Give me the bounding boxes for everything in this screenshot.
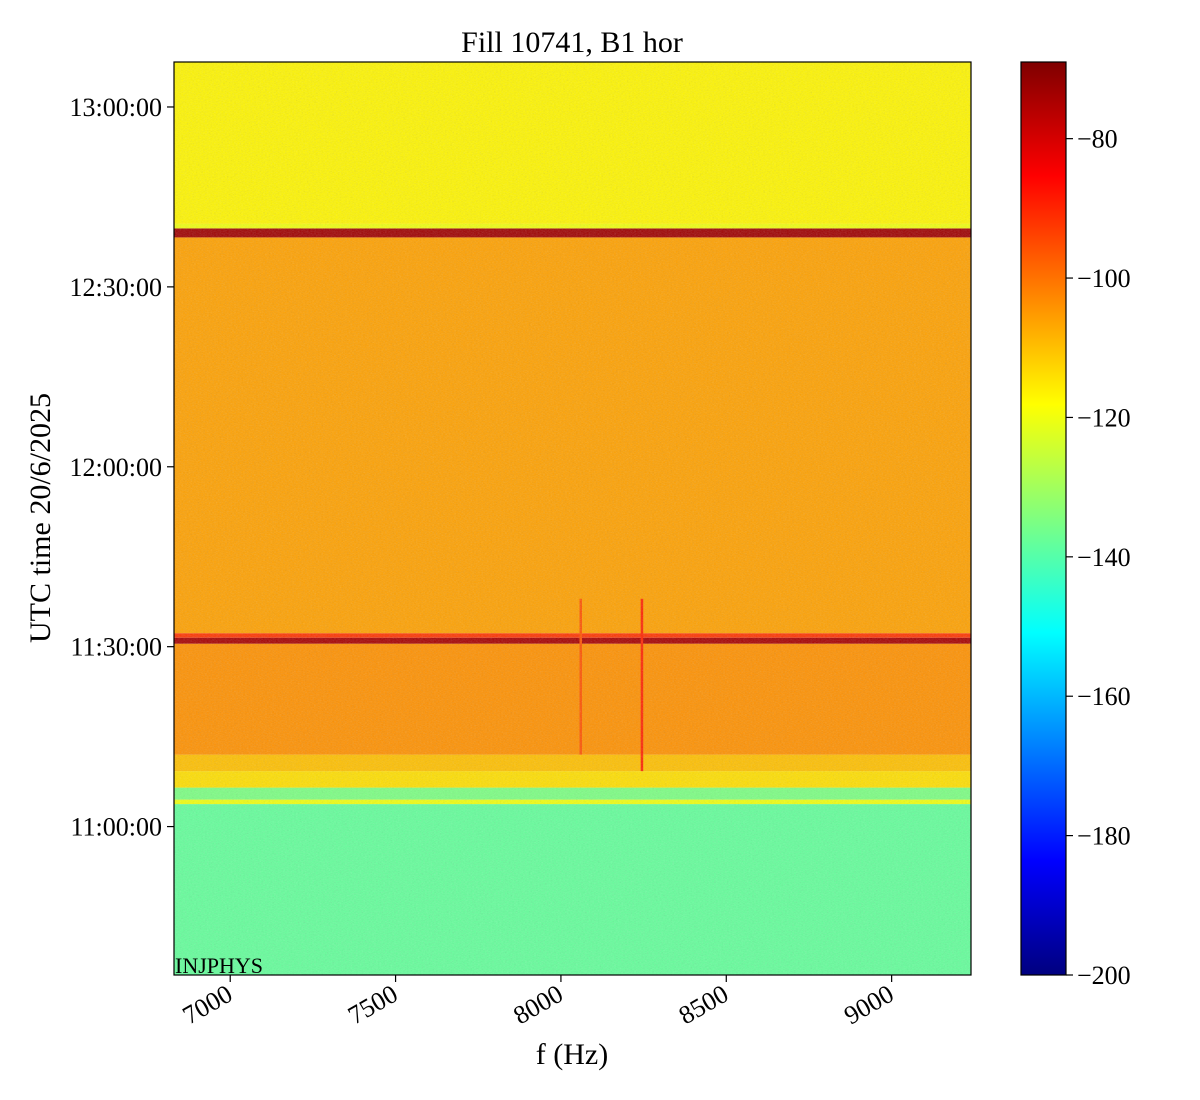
annotation-label: INJPHYS	[175, 953, 263, 978]
y-tick-label: 12:30:00	[70, 273, 162, 302]
x-axis: 7000 7500 8000 8500 9000	[178, 975, 899, 1030]
y-tick-label: 13:00:00	[70, 93, 162, 122]
x-tick-label: 8000	[508, 979, 568, 1030]
colorbar-tick-label: −140	[1077, 543, 1131, 572]
x-tick-label: 8500	[674, 979, 734, 1030]
colorbar-tick-label: −120	[1077, 403, 1131, 432]
x-tick-label: 7500	[343, 979, 403, 1030]
x-tick-label: 7000	[178, 979, 238, 1030]
x-axis-label: f (Hz)	[536, 1038, 608, 1071]
x-tick-label: 9000	[839, 979, 899, 1030]
noise-texture	[174, 62, 971, 975]
chart-title: Fill 10741, B1 hor	[461, 26, 683, 59]
y-tick-label: 11:30:00	[71, 633, 162, 662]
y-axis: 11:00:00 11:30:00 12:00:00 12:30:00 13:00:00	[70, 93, 174, 842]
y-tick-label: 12:00:00	[70, 453, 162, 482]
plot-area	[174, 62, 971, 975]
y-axis-label: UTC time 20/6/2025	[24, 393, 57, 643]
y-tick-label: 11:00:00	[71, 813, 162, 842]
colorbar-tick-label: −180	[1077, 822, 1131, 851]
colorbar-tick-label: −160	[1077, 682, 1131, 711]
colorbar-tick-label: −80	[1077, 125, 1118, 154]
colorbar	[1020, 61, 1067, 976]
plot-frame	[173, 61, 972, 976]
colorbar-tick-label: −200	[1077, 961, 1131, 990]
colorbar-axis: −200 −180 −160 −140 −120 −100 −80	[1066, 125, 1131, 990]
colorbar-tick-label: −100	[1077, 264, 1131, 293]
